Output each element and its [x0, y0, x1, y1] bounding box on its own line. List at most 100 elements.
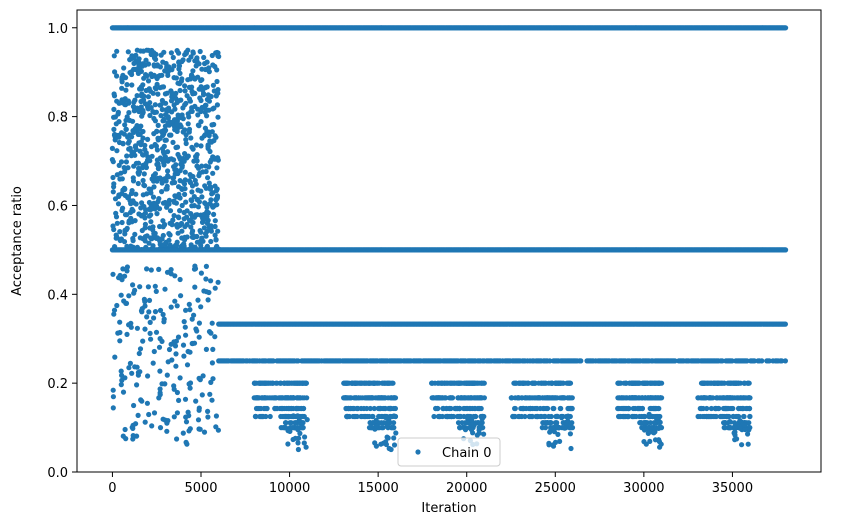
data-point	[205, 92, 211, 98]
data-point	[124, 82, 130, 88]
data-point	[140, 177, 146, 184]
data-point	[215, 90, 221, 96]
data-point	[111, 126, 117, 132]
data-point	[122, 169, 128, 175]
data-point	[156, 266, 162, 272]
data-point	[130, 178, 137, 184]
data-point	[182, 169, 188, 175]
data-point	[194, 328, 200, 334]
data-point	[122, 231, 128, 237]
data-point	[121, 239, 128, 245]
data-point	[182, 224, 188, 230]
data-point	[264, 405, 270, 412]
data-point	[204, 214, 210, 220]
data-point	[213, 424, 219, 430]
data-point	[178, 115, 184, 121]
data-point	[252, 395, 259, 401]
data-point	[145, 94, 151, 100]
data-point	[465, 405, 471, 412]
data-point	[197, 426, 203, 432]
data-point	[157, 102, 163, 108]
data-point	[198, 270, 204, 276]
data-point	[341, 395, 347, 401]
data-point	[171, 414, 177, 420]
data-point	[183, 49, 189, 55]
data-point	[140, 192, 146, 198]
data-point	[183, 199, 189, 205]
data-point	[161, 316, 167, 322]
data-point	[365, 380, 371, 386]
data-point	[181, 181, 188, 187]
data-point	[133, 421, 139, 427]
data-point	[267, 413, 273, 420]
data-point	[206, 180, 212, 186]
data-point	[157, 223, 163, 230]
data-point	[201, 429, 208, 435]
data-point	[121, 65, 127, 71]
data-point	[209, 397, 215, 403]
data-point	[144, 400, 150, 406]
data-point	[189, 316, 195, 322]
data-point	[143, 150, 149, 156]
data-point	[553, 380, 559, 386]
data-point	[177, 87, 183, 94]
data-point	[166, 237, 172, 243]
data-point	[158, 113, 164, 119]
data-point	[157, 392, 163, 398]
data-point	[166, 201, 172, 207]
data-point	[192, 177, 198, 184]
data-point	[110, 174, 116, 181]
data-point	[143, 57, 149, 63]
data-point	[124, 268, 130, 274]
data-point	[114, 220, 120, 226]
data-point	[126, 322, 132, 328]
data-point	[136, 211, 142, 217]
data-point	[138, 98, 144, 105]
data-point	[174, 144, 181, 150]
data-point	[390, 425, 397, 431]
data-point	[148, 105, 154, 111]
data-point	[149, 153, 155, 159]
data-point	[215, 228, 221, 234]
data-point	[145, 136, 151, 142]
data-point	[132, 97, 138, 103]
data-point	[171, 386, 177, 392]
data-point	[188, 173, 194, 179]
data-point	[205, 297, 211, 303]
data-point	[139, 113, 145, 119]
data-point	[135, 180, 141, 187]
data-point	[193, 142, 200, 148]
data-point	[171, 339, 177, 345]
data-point	[145, 78, 152, 84]
data-point	[550, 405, 556, 412]
data-point	[352, 380, 358, 386]
data-point	[207, 391, 213, 397]
data-point	[126, 365, 132, 371]
data-point	[210, 62, 216, 68]
data-point	[110, 223, 116, 229]
data-point	[162, 286, 168, 292]
data-point	[173, 75, 179, 81]
data-point	[369, 413, 375, 420]
data-point	[565, 413, 571, 419]
data-point	[183, 332, 189, 338]
data-point	[174, 239, 180, 245]
data-point	[137, 235, 143, 241]
data-point	[180, 105, 186, 111]
data-point	[285, 414, 292, 420]
data-point	[282, 420, 289, 426]
data-point	[139, 309, 145, 315]
data-point	[140, 107, 146, 114]
data-point	[188, 73, 195, 79]
data-point	[569, 405, 575, 412]
data-point	[136, 350, 142, 357]
data-point	[129, 82, 135, 88]
data-point	[157, 307, 164, 313]
data-point	[183, 100, 189, 106]
data-point	[164, 420, 170, 426]
data-point	[352, 413, 358, 420]
data-point	[146, 297, 153, 303]
data-point	[117, 100, 123, 106]
data-point	[560, 380, 566, 386]
data-point	[151, 315, 157, 321]
